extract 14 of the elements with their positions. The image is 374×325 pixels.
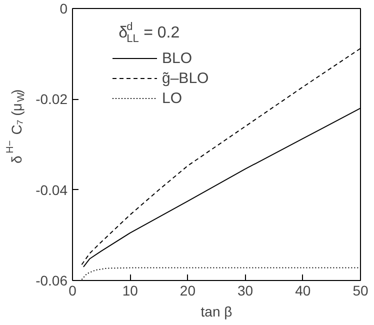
x-tick-label: 30: [238, 282, 254, 298]
x-axis-title: tan β: [200, 304, 232, 320]
x-tick-label: 50: [352, 282, 368, 298]
y-tick-label: -0.06: [36, 272, 68, 288]
legend-label: BLO: [162, 50, 192, 66]
x-tick-label: 40: [295, 282, 311, 298]
y-tick-label: 0: [60, 0, 68, 16]
legend-label: g̃–BLO: [162, 70, 209, 86]
x-tick-label: 10: [122, 282, 138, 298]
y-tick-label: -0.04: [36, 182, 68, 198]
y-tick-label: -0.02: [36, 91, 68, 108]
legend-label: LO: [162, 90, 182, 106]
y-axis-title: δH− C₇ (μW): [5, 89, 27, 164]
x-tick-label: 20: [180, 282, 196, 298]
